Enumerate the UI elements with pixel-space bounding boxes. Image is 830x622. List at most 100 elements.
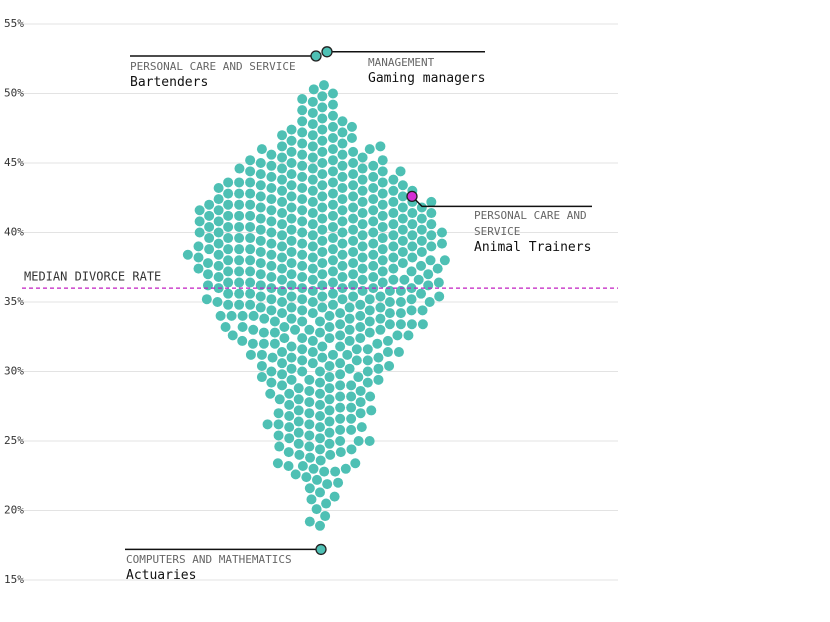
dot bbox=[353, 436, 364, 446]
dot bbox=[327, 210, 338, 221]
dot bbox=[182, 249, 193, 260]
dot bbox=[212, 297, 223, 307]
dot bbox=[290, 469, 301, 480]
dot bbox=[277, 380, 288, 391]
dot bbox=[204, 244, 215, 255]
dot bbox=[267, 352, 278, 363]
dot bbox=[355, 322, 366, 333]
dot bbox=[234, 163, 245, 174]
dot bbox=[397, 224, 408, 235]
dot bbox=[384, 360, 395, 371]
dot bbox=[297, 355, 308, 366]
dot bbox=[262, 419, 273, 430]
dot bbox=[307, 130, 318, 141]
dot bbox=[311, 504, 322, 515]
dot bbox=[234, 255, 245, 266]
dot bbox=[318, 80, 329, 91]
dot bbox=[388, 196, 399, 207]
dot bbox=[293, 416, 304, 427]
dot bbox=[234, 221, 245, 232]
dot bbox=[284, 422, 295, 433]
dot bbox=[317, 235, 328, 246]
dot bbox=[377, 233, 388, 244]
dot bbox=[397, 180, 408, 191]
dot bbox=[234, 199, 245, 210]
dot bbox=[327, 199, 338, 210]
annotation-name: Bartenders bbox=[130, 74, 209, 90]
dot bbox=[364, 316, 375, 327]
dot bbox=[245, 255, 256, 266]
dot bbox=[277, 274, 288, 285]
dot bbox=[202, 280, 213, 291]
dot bbox=[384, 308, 395, 319]
dot bbox=[317, 280, 328, 291]
dot bbox=[223, 277, 234, 288]
dot bbox=[304, 324, 315, 335]
dot bbox=[294, 449, 305, 460]
dot bbox=[301, 472, 312, 483]
dot bbox=[426, 208, 437, 219]
dot bbox=[307, 107, 318, 118]
dot bbox=[286, 246, 297, 257]
dot bbox=[266, 194, 277, 205]
dot bbox=[337, 116, 348, 127]
dot bbox=[392, 330, 403, 341]
dot bbox=[277, 185, 288, 196]
dot bbox=[317, 258, 328, 269]
dot bbox=[357, 252, 368, 263]
dot bbox=[364, 436, 375, 446]
dot bbox=[255, 213, 266, 224]
dot bbox=[395, 319, 406, 330]
dot bbox=[346, 413, 357, 424]
dot bbox=[426, 241, 437, 252]
dot bbox=[348, 146, 359, 157]
dot bbox=[315, 444, 325, 455]
dot bbox=[355, 385, 366, 396]
dot bbox=[307, 219, 318, 230]
dot bbox=[344, 363, 355, 374]
dot bbox=[266, 171, 277, 182]
dot bbox=[266, 260, 277, 271]
annotation-name: Actuaries bbox=[126, 568, 197, 584]
dot bbox=[377, 155, 388, 166]
dot bbox=[324, 394, 335, 405]
dot bbox=[297, 205, 308, 216]
dot bbox=[344, 335, 355, 346]
dot bbox=[234, 288, 245, 299]
dot bbox=[377, 188, 388, 199]
dot bbox=[223, 233, 234, 244]
dot bbox=[337, 283, 348, 294]
dot bbox=[266, 305, 277, 316]
dot bbox=[365, 391, 376, 402]
dot bbox=[384, 285, 395, 296]
dot bbox=[297, 116, 308, 127]
dot bbox=[315, 422, 325, 433]
dot bbox=[335, 358, 346, 369]
dot bbox=[356, 422, 367, 433]
dot bbox=[344, 302, 355, 313]
dot bbox=[265, 388, 276, 399]
dot bbox=[204, 233, 215, 244]
dot bbox=[317, 102, 328, 113]
dot bbox=[317, 113, 328, 124]
dot bbox=[335, 330, 346, 341]
dot bbox=[277, 263, 288, 274]
dot bbox=[307, 196, 318, 207]
dot bbox=[348, 258, 359, 269]
dot bbox=[407, 252, 418, 263]
dot bbox=[335, 319, 346, 330]
dot bbox=[213, 271, 224, 282]
dot bbox=[269, 316, 280, 327]
dot bbox=[388, 252, 399, 263]
dot bbox=[234, 233, 245, 244]
dot bbox=[377, 166, 388, 177]
dot bbox=[277, 252, 288, 263]
dot bbox=[327, 255, 338, 266]
dot bbox=[368, 216, 379, 227]
dot bbox=[357, 285, 368, 296]
dot bbox=[324, 405, 335, 416]
annotation-name: Animal Trainers bbox=[474, 240, 592, 256]
dot bbox=[335, 380, 346, 391]
dot bbox=[266, 377, 277, 388]
dot bbox=[317, 291, 328, 302]
